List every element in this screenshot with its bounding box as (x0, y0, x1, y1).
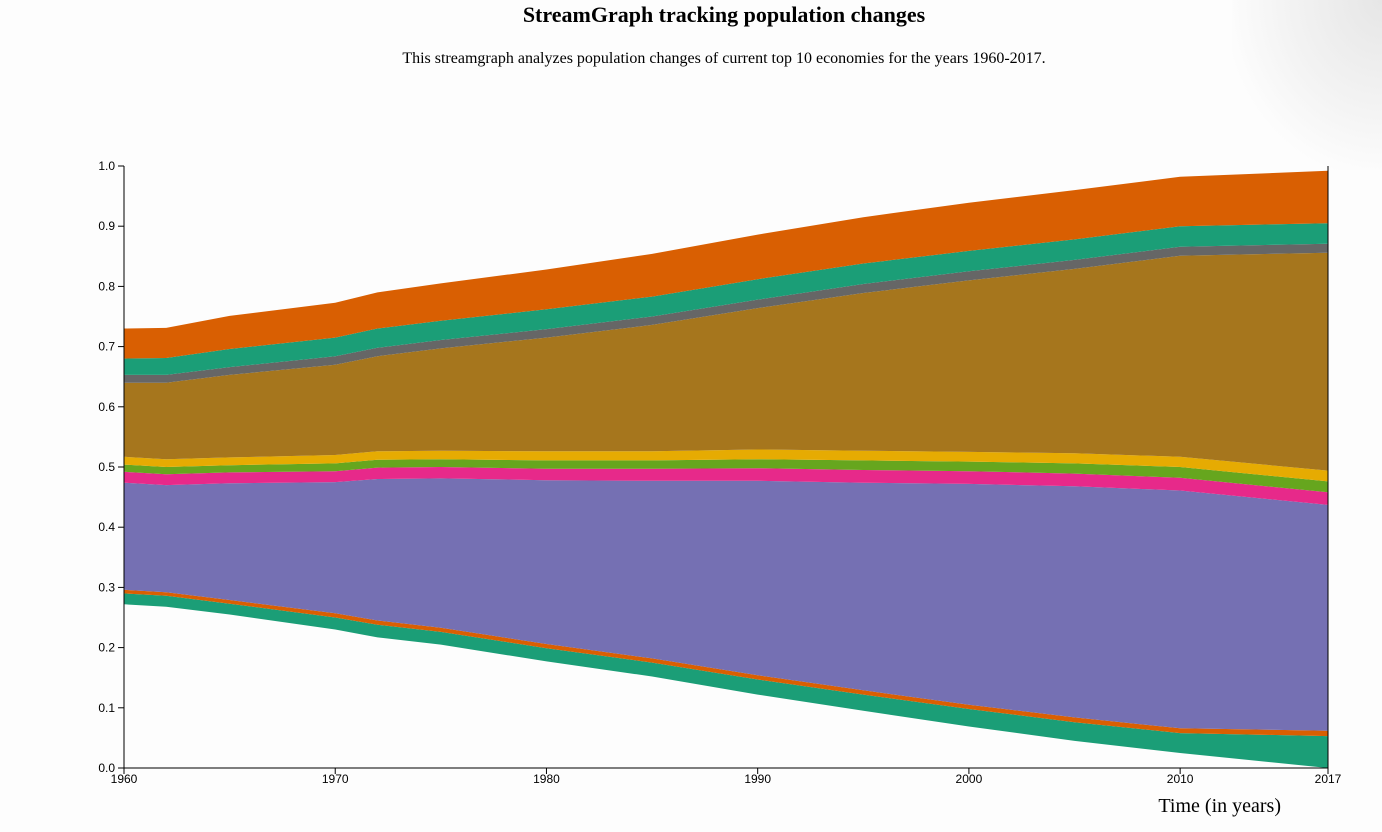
chart-title: StreamGraph tracking population changes (522, 2, 926, 27)
y-tick-label: 1.0 (98, 159, 115, 173)
stream-layer-8 (124, 243, 1328, 383)
stream-layer-5 (124, 459, 1328, 493)
y-tick-label: 0.3 (98, 580, 115, 594)
x-tick-label: 2010 (1167, 772, 1194, 786)
y-tick-label: 0.5 (98, 460, 115, 474)
stream-layers (124, 170, 1328, 768)
x-axis: 1960 1970 1980 1990 2000 2010 2017 (111, 166, 1342, 786)
y-axis: 0.0 0.1 0.2 0.3 0.4 0.5 0.6 0.7 0.8 0.9 1.0 (98, 159, 125, 775)
corner-shadow (1232, 0, 1382, 170)
stream-layer-10 (124, 170, 1328, 359)
stream-layer-3 (124, 478, 1328, 731)
chart-subtitle: This streamgraph analyzes population cha… (402, 50, 1046, 67)
y-tick-label: 0.2 (98, 641, 115, 655)
y-tick-label: 0.6 (98, 400, 115, 414)
y-tick-label: 0.0 (98, 761, 115, 775)
stream-layer-2 (124, 589, 1328, 737)
x-tick-label: 2017 (1315, 772, 1342, 786)
stream-layer-1 (124, 593, 1328, 768)
y-tick-label: 0.1 (98, 701, 115, 715)
y-tick-label: 0.4 (98, 520, 115, 534)
x-tick-label: 1990 (744, 772, 771, 786)
x-axis-label: Time (in years) (1158, 795, 1281, 817)
y-tick-label: 0.8 (98, 279, 115, 293)
x-tick-label: 1970 (322, 772, 349, 786)
x-tick-label: 1980 (533, 772, 560, 786)
x-tick-label: 1960 (111, 772, 138, 786)
stream-layer-4 (124, 467, 1328, 505)
y-tick-label: 0.9 (98, 219, 115, 233)
y-tick-label: 0.7 (98, 340, 115, 354)
stream-layer-9 (124, 223, 1328, 375)
stream-layer-6 (124, 449, 1328, 482)
x-tick-label: 2000 (956, 772, 983, 786)
stream-layer-7 (124, 252, 1328, 471)
